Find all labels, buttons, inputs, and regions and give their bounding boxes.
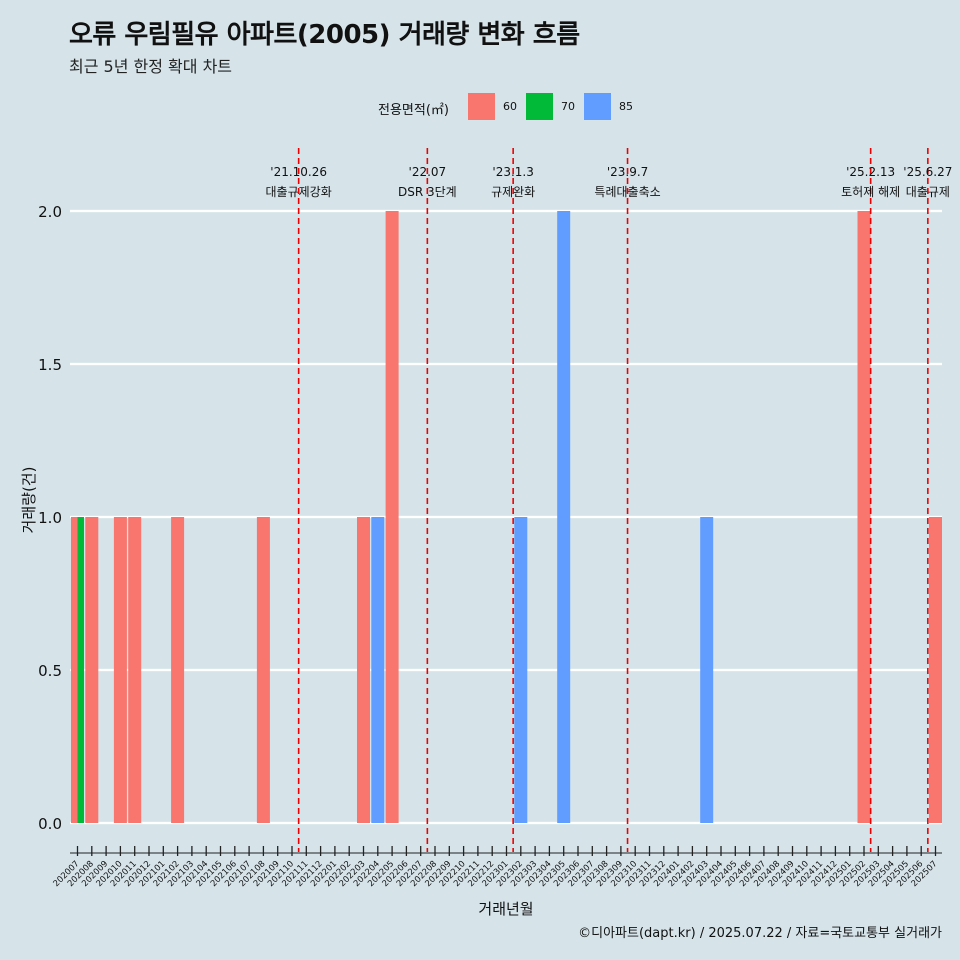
bar-202302-85 [514, 517, 528, 823]
bar-202502-60 [857, 211, 871, 823]
bar-202305-85 [557, 211, 571, 823]
legend: 전용면적(㎡) 60 70 85 [0, 92, 960, 122]
legend-key-60 [468, 93, 495, 120]
chart-subtitle: 최근 5년 한정 확대 차트 [69, 57, 233, 76]
chart-title: 오류 우림필유 아파트(2005) 거래량 변화 흐름 [69, 20, 580, 50]
x-axis-title: 거래년월 [478, 900, 533, 918]
y-tick-label: 0.5 [38, 662, 62, 680]
bar-202011-60 [128, 517, 142, 823]
legend-key-85 [584, 93, 611, 120]
event-date-label: '21.10.26 [270, 165, 327, 179]
legend-key-70 [526, 93, 553, 120]
legend-label-60: 60 [503, 100, 517, 113]
event-label: DSR 3단계 [398, 185, 457, 199]
bar-202203-60 [357, 517, 370, 823]
bar-202403-85 [700, 517, 714, 823]
y-tick-label: 2.0 [38, 203, 62, 221]
source-caption: ©디아파트(dapt.kr) / 2025.07.22 / 자료=국토교통부 실… [578, 926, 942, 941]
event-date-label: '22.07 [409, 165, 447, 179]
y-tick-label: 1.0 [38, 509, 62, 527]
bar-202507-60 [929, 517, 942, 823]
y-tick-label: 0.0 [38, 815, 62, 833]
legend-label-85: 85 [619, 100, 633, 113]
event-date-label: '25.2.13 [846, 165, 895, 179]
bar-202102-60 [171, 517, 185, 823]
event-label: 특례대출축소 [594, 185, 660, 199]
bar-202108-60 [256, 517, 270, 823]
bar-202007-70 [77, 517, 84, 823]
event-date-label: '23.9.7 [607, 165, 648, 179]
y-tick-label: 1.5 [38, 356, 62, 374]
legend-label-70: 70 [561, 100, 575, 113]
event-label: 대출규제 [906, 185, 950, 199]
y-axis-title: 거래량(건) [20, 467, 38, 534]
event-date-label: '23.1.3 [492, 165, 533, 179]
bar-202010-60 [113, 517, 127, 823]
event-date-label: '25.6.27 [903, 165, 952, 179]
event-label: 토허제 해제 [841, 185, 900, 199]
event-label: 대출규제강화 [266, 185, 332, 199]
bar-202204-85 [371, 517, 385, 823]
event-label: 규제완화 [491, 185, 535, 199]
bar-202008-60 [85, 517, 99, 823]
legend-title: 전용면적(㎡) [378, 103, 449, 118]
bar-202205-60 [385, 211, 399, 823]
bar-202007-60 [71, 517, 78, 823]
